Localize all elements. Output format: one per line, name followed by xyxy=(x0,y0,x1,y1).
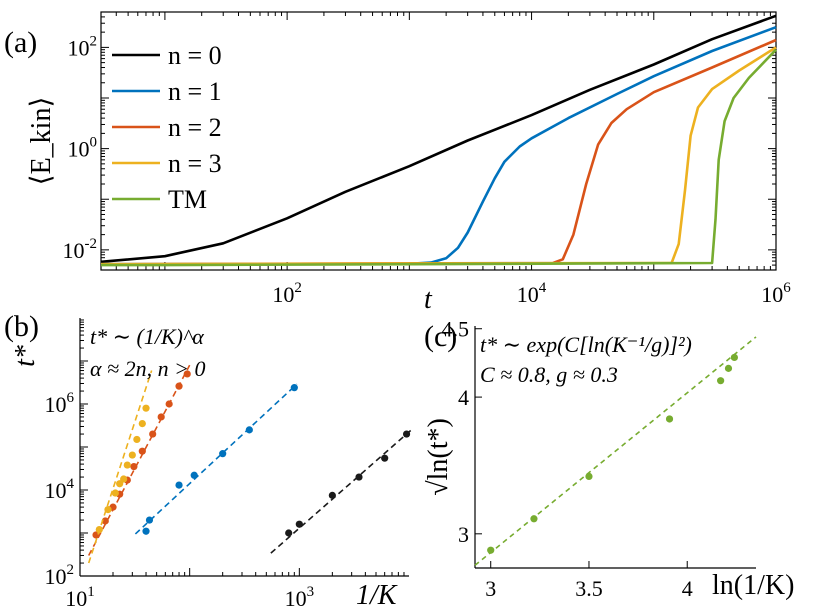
annotation-alpha: α ≈ 2n, n > 0 xyxy=(90,356,205,381)
annotation-scaling: t* ∼ (1/K)^α xyxy=(90,324,204,349)
x-axis-label: ln(1/K) xyxy=(712,570,794,601)
y-tick-label: 100 xyxy=(68,135,98,162)
data-point xyxy=(116,480,124,488)
y-axis-label: t* xyxy=(10,345,41,367)
data-point xyxy=(487,546,495,554)
data-point xyxy=(123,461,131,469)
x-axis-label: t xyxy=(424,284,433,315)
data-point xyxy=(104,506,112,514)
series-line xyxy=(100,25,777,266)
data-point xyxy=(138,420,146,428)
data-point xyxy=(111,489,119,497)
data-point xyxy=(175,481,183,489)
data-point xyxy=(138,447,146,455)
x-tick-label: 104 xyxy=(517,280,547,307)
data-point xyxy=(381,454,389,462)
legend-label: n = 2 xyxy=(168,113,222,142)
data-point xyxy=(717,377,725,385)
fit-line xyxy=(87,370,153,564)
panel-c: 3 3.5 4 3 4 4.5 t* ∼ exp(C[ln(K⁻¹/g)]²) C ≈ 0.8… xyxy=(423,317,794,601)
y-tick-label: 106 xyxy=(45,390,75,417)
y-tick-label: 3 xyxy=(458,522,469,547)
legend-label: n = 1 xyxy=(168,77,222,106)
data-point xyxy=(530,515,538,523)
x-tick-label: 4 xyxy=(682,576,693,601)
annotation-scaling: t* ∼ exp(C[ln(K⁻¹/g)]²) xyxy=(480,332,692,357)
y-tick-label: 4 xyxy=(458,385,469,410)
fit-line xyxy=(474,336,757,566)
legend-label: n = 3 xyxy=(168,149,222,178)
data-point xyxy=(585,472,593,480)
x-tick-label: 106 xyxy=(761,280,791,307)
panel-label: (c) xyxy=(424,320,457,353)
annotation-parameters: C ≈ 0.8, g ≈ 0.3 xyxy=(480,362,618,387)
data-point xyxy=(128,451,136,459)
x-tick-label: 103 xyxy=(285,584,315,611)
y-axis-label: ⟨E_kin⟩ xyxy=(26,97,57,186)
data-point xyxy=(101,517,109,525)
fit-line xyxy=(270,429,412,554)
x-tick-label: 3 xyxy=(485,576,496,601)
data-point xyxy=(149,430,157,438)
data-point xyxy=(219,450,227,458)
data-point xyxy=(130,463,138,471)
data-point xyxy=(120,475,128,483)
data-point xyxy=(355,473,363,481)
x-tick-label: 3.5 xyxy=(575,576,603,601)
data-point xyxy=(157,413,165,421)
fit-line xyxy=(87,364,191,556)
data-point xyxy=(145,516,154,524)
data-point xyxy=(165,400,173,408)
panel-a: 102 104 106 10-2 100 102 n = 0 n = 1 n = 2 n = 3 T… xyxy=(4,11,791,315)
data-point xyxy=(285,529,293,537)
data-point xyxy=(730,353,738,362)
series-line xyxy=(100,38,777,266)
data-point xyxy=(724,364,733,372)
series-line xyxy=(100,46,777,266)
data-point xyxy=(142,404,150,412)
series-line xyxy=(101,48,777,267)
data-point xyxy=(328,491,336,499)
series-line xyxy=(100,14,777,264)
data-point xyxy=(290,384,298,392)
data-point xyxy=(133,435,141,444)
panel-b: 101 103 102 104 106 t* ∼ (1/K)^α α ≈ 2n, n > 0… xyxy=(4,310,412,611)
legend-label: n = 0 xyxy=(168,41,222,70)
legend-label: TM xyxy=(168,185,207,214)
data-point xyxy=(190,471,198,479)
data-point xyxy=(95,525,103,534)
x-tick-label: 102 xyxy=(272,280,302,307)
data-point xyxy=(295,520,303,528)
x-axis-label: 1/K xyxy=(356,580,398,611)
panel-label: (a) xyxy=(4,26,37,59)
y-tick-label: 102 xyxy=(45,562,75,589)
data-point xyxy=(142,527,150,535)
data-point xyxy=(175,382,183,390)
y-tick-label: 102 xyxy=(68,33,98,60)
y-axis-label: √ln(t*) xyxy=(423,418,454,496)
data-point xyxy=(402,430,411,438)
data-point xyxy=(665,415,674,423)
data-point xyxy=(245,426,253,434)
x-tick-label: 101 xyxy=(65,584,95,611)
plot-frame xyxy=(100,11,777,271)
y-tick-label: 4.5 xyxy=(442,317,470,342)
panel-label: (b) xyxy=(4,310,39,343)
y-tick-label: 104 xyxy=(45,476,75,503)
fit-line xyxy=(134,383,298,535)
y-tick-label: 10-2 xyxy=(63,236,98,263)
data-point xyxy=(183,370,191,378)
